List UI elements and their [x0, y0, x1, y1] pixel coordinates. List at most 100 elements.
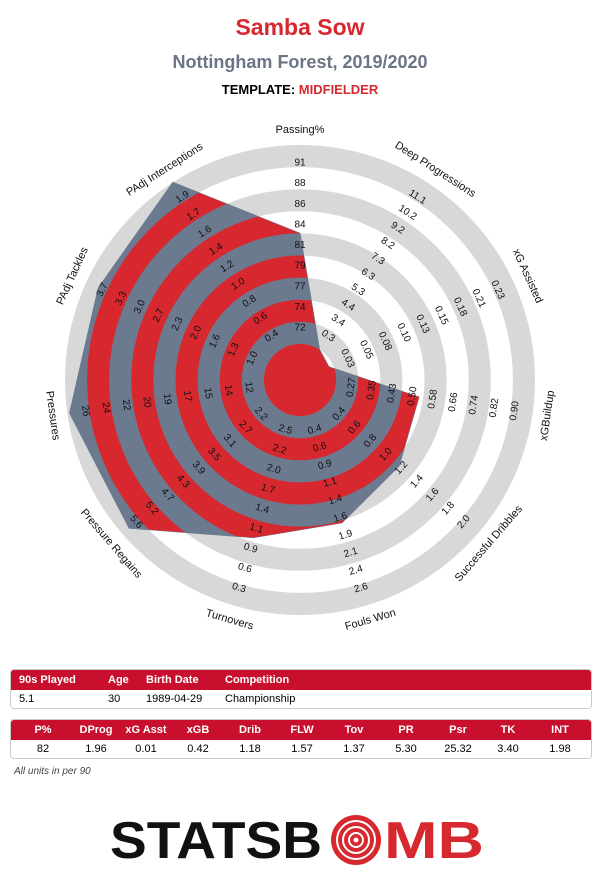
stats-header: DProg — [79, 724, 113, 736]
radar-axis-label: xGBuildup — [538, 390, 557, 442]
radar-tick-label: 0.58 — [426, 388, 440, 409]
radar-tick-label: 0.66 — [447, 391, 461, 412]
radar-tick-label: 1.3 — [226, 341, 242, 359]
radar-tick-label: 19 — [161, 393, 174, 406]
stats-value: 1.37 — [343, 743, 365, 755]
radar-tick-label: 0.10 — [395, 322, 413, 345]
player-name: Samba Sow — [235, 14, 365, 40]
info-value-birth: 1989-04-29 — [146, 693, 203, 705]
info-table-row: 5.1 30 1989-04-29 Championship — [11, 690, 591, 708]
radar-tick-label: 0.74 — [467, 394, 481, 415]
radar-tick-label: 2.0 — [189, 324, 205, 342]
radar-axis-label: Turnovers — [204, 607, 255, 633]
template-label: TEMPLATE: — [221, 82, 296, 97]
stats-header: TK — [500, 724, 516, 736]
stats-value: 5.30 — [395, 743, 417, 755]
stats-header: Psr — [449, 724, 467, 736]
stats-header: xG Asst — [125, 724, 167, 736]
logo-text-right: MB — [384, 812, 484, 868]
radar-tick-label: 3.7 — [95, 281, 111, 299]
logo-target-icon — [331, 815, 381, 865]
radar-tick-label: 1.4 — [327, 493, 344, 508]
radar-ring-grey — [65, 145, 535, 615]
radar-tick-label: 1.6 — [207, 332, 223, 350]
radar-tick-label: 79 — [294, 261, 306, 272]
radar-tick-label: 2.3 — [170, 315, 186, 333]
info-header-comp: Competition — [225, 674, 290, 686]
radar-tick-label: 0.82 — [488, 397, 502, 418]
radar-tick-label: 2.0 — [265, 462, 282, 477]
radar-tick-label: 81 — [294, 240, 306, 251]
info-value-age: 30 — [108, 693, 121, 705]
radar-tick-label: 0.9 — [242, 541, 259, 556]
stats-value: 0.42 — [187, 743, 209, 755]
radar-tick-label: 0.3 — [231, 581, 248, 596]
radar-tick-label: 1.4 — [254, 502, 271, 517]
units-footnote: All units in per 90 — [14, 766, 91, 777]
radar-tick-label: 2.5 — [277, 423, 294, 438]
info-header-age: Age — [108, 674, 129, 686]
radar-tick-label: 2.6 — [353, 581, 370, 596]
statsbomb-logo: STATSB MB — [110, 812, 484, 868]
stats-header: INT — [551, 724, 569, 736]
stats-value: 1.98 — [549, 743, 571, 755]
stats-table: P% DProg xG Asst xGB Drib FLW Tov PR Psr… — [10, 719, 592, 759]
radar-tick-label: 84 — [294, 219, 306, 230]
radar-tick-label: 0.9 — [317, 458, 334, 473]
template-value: MIDFIELDER — [298, 82, 379, 97]
radar-tick-label: 1.1 — [322, 475, 339, 490]
radar-tick-label: 0.6 — [312, 440, 329, 455]
radar-ring-red — [263, 343, 337, 417]
stats-header: Drib — [239, 724, 261, 736]
radar-tick-label: 2.2 — [271, 442, 288, 457]
template-line: TEMPLATE: MIDFIELDER — [0, 82, 600, 97]
stats-value: 3.40 — [497, 743, 519, 755]
stats-header: FLW — [290, 724, 314, 736]
radar-tick-label: 88 — [294, 178, 306, 189]
radar-tick-label: 0.43 — [385, 382, 399, 403]
radar-tick-label: 2.7 — [151, 307, 167, 325]
radar-ring-red — [87, 182, 419, 538]
stats-value: 0.01 — [135, 743, 157, 755]
radar-tick-label: 0.90 — [508, 400, 522, 421]
radar-tick-label: 14 — [222, 384, 235, 397]
radar-tick-label: 24 — [99, 402, 112, 415]
radar-tick-label: 20 — [140, 396, 153, 409]
radar-tick-label: 0.27 — [345, 377, 359, 398]
stats-header: xGB — [186, 724, 210, 736]
radar-tick-label: 91 — [294, 158, 306, 169]
info-value-comp: Championship — [225, 693, 296, 705]
radar-tick-label: 3.0 — [132, 298, 148, 316]
info-table: 90s Played Age Birth Date Competition 5.… — [10, 669, 592, 709]
logo-text-left: STATSB — [110, 812, 322, 868]
radar-tick-label: 1.0 — [245, 349, 261, 367]
radar-chart: 727477798184868891Passing%0.33.44.45.36.… — [43, 124, 557, 633]
radar-tick-label: 12 — [242, 381, 255, 394]
radar-tick-label: 22 — [120, 399, 133, 412]
info-value-90s: 5.1 — [19, 693, 35, 705]
radar-tick-label: 2.4 — [348, 563, 365, 578]
radar-axis-label: Passing% — [276, 124, 325, 136]
radar-tick-label: 77 — [294, 281, 306, 292]
stats-header: PR — [398, 724, 414, 736]
info-header-birth: Birth Date — [146, 674, 199, 686]
radar-tick-label: 1.9 — [337, 528, 354, 543]
radar-tick-label: 1.7 — [260, 482, 277, 497]
radar-tick-label: 2.1 — [343, 546, 360, 561]
radar-axis-label: Fouls Won — [344, 607, 398, 633]
radar-tick-label: 17 — [181, 390, 194, 403]
radar-tick-label: 3.4 — [329, 312, 347, 329]
stats-value: 1.18 — [239, 743, 261, 755]
radar-tick-label: 15 — [201, 387, 214, 400]
radar-tick-label: 1.6 — [332, 510, 349, 525]
radar-tick-label: 86 — [294, 199, 306, 210]
radar-tick-label: 0.35 — [365, 379, 379, 400]
radar-tick-label: 0.50 — [406, 385, 420, 406]
radar-tick-label: 1.1 — [248, 522, 265, 537]
radar-tick-label: 0.4 — [306, 423, 323, 438]
stats-header: P% — [34, 724, 52, 736]
stats-value: 1.96 — [85, 743, 107, 755]
radar-tick-label: 72 — [294, 323, 306, 334]
stats-value: 25.32 — [444, 743, 472, 755]
radar-axis-label: Pressures — [43, 390, 62, 441]
